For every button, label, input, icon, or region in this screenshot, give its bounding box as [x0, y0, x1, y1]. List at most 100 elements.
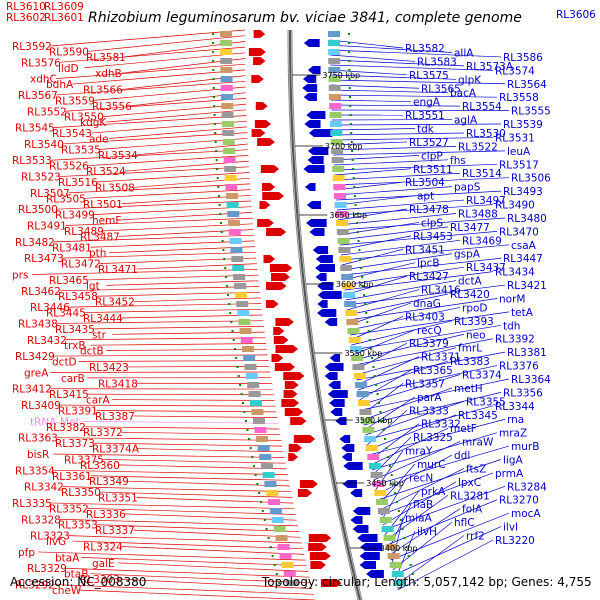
cog-block [330, 130, 343, 136]
gene-label: RL3432 [27, 335, 67, 347]
forward-gene-arrow [259, 201, 271, 209]
marker-dot [379, 411, 382, 413]
gene-label: RL3559 [55, 95, 95, 107]
marker-dot [350, 132, 353, 134]
forward-gene-arrow [257, 138, 275, 146]
leader-line [331, 99, 412, 103]
gene-label: RL3501 [83, 199, 123, 211]
leader-line [331, 104, 461, 107]
marker-dot [214, 132, 217, 134]
cog-block [328, 94, 341, 100]
reverse-gene-arrow [309, 228, 325, 236]
cog-block [281, 562, 294, 568]
cog-block [233, 274, 246, 280]
forward-gene-arrow [271, 273, 290, 281]
gene-label: dnaG [413, 298, 441, 310]
gene-label: RL3365 [413, 365, 453, 377]
leader-line [65, 567, 310, 578]
leader-line [87, 35, 246, 52]
gene-label: RL3573A [466, 61, 514, 73]
gene-label: dctD [52, 357, 77, 369]
leader-line [390, 512, 510, 561]
gene-label: RL3337 [95, 525, 135, 537]
gene-label: RL3550 [64, 112, 104, 124]
marker-dot [376, 393, 379, 395]
marker-dot [357, 240, 360, 242]
gene-label: RL3511 [413, 164, 453, 176]
marker-dot [261, 510, 264, 512]
marker-dot [363, 294, 366, 296]
marker-dot [365, 312, 368, 314]
forward-gene-arrow [281, 399, 300, 407]
gene-label: RL3292 [15, 580, 55, 592]
gene-label: RL3381 [507, 347, 547, 359]
leader-line [397, 539, 494, 591]
forward-gene-arrow [288, 444, 303, 452]
reverse-gene-arrow [341, 453, 352, 461]
marker-dot [216, 177, 219, 179]
gene-label: RL3490 [495, 200, 535, 212]
leader-line [340, 239, 461, 256]
marker-dot [375, 384, 378, 386]
cog-block [273, 526, 286, 532]
cog-block [333, 184, 346, 190]
gene-label: RL3324 [83, 541, 123, 553]
leader-line [136, 143, 248, 156]
marker-dot [236, 366, 239, 368]
forward-gene-arrow [299, 480, 318, 488]
marker-dot [232, 339, 235, 341]
leader-line [369, 423, 420, 461]
gene-label: rna [507, 414, 524, 426]
kbp-ticks: 3750 kbp 3700 kbp 3650 kbp 3600 kbp 3550 kbp… [292, 71, 418, 553]
marker-dot [212, 60, 215, 62]
gene-label: btaB [64, 569, 88, 581]
reverse-gene-arrow [341, 444, 355, 452]
marker-dot [366, 321, 369, 323]
gene-label: leuA [507, 146, 531, 158]
gene-label: RL3477 [450, 222, 490, 234]
leader-line [389, 508, 461, 556]
leader-line [90, 343, 267, 346]
gene-label: dctA [458, 276, 483, 288]
marker-dot [265, 528, 268, 530]
leader-line [106, 109, 247, 123]
gene-label: RL3379 [409, 338, 449, 350]
cog-block [220, 40, 233, 46]
gene-label: prmA [495, 468, 524, 480]
marker-dot [225, 276, 228, 278]
forward-gene-arrow [273, 336, 289, 344]
marker-dot [271, 555, 274, 557]
gene-label: RL3524 [86, 166, 126, 178]
cog-block [331, 148, 344, 154]
leader-line [329, 39, 404, 49]
leader-line [93, 206, 252, 215]
leader-line [336, 190, 502, 201]
gene-label: lldD [58, 63, 79, 75]
leader-line [357, 356, 420, 386]
forward-gene-arrow [288, 453, 299, 461]
marker-dot [362, 285, 365, 287]
forward-gene-arrow [320, 579, 342, 587]
gene-label: rrf2 [466, 531, 485, 543]
gene-label: RL3531 [495, 132, 535, 144]
cog-block [353, 373, 366, 379]
cog-block [329, 103, 342, 109]
cog-block [329, 121, 342, 127]
gene-label: RL3446 [30, 302, 70, 314]
gene-label: RL3427 [409, 271, 449, 283]
cog-block [348, 337, 361, 343]
forward-gene-arrow [255, 102, 268, 110]
gene-label: neo [466, 329, 486, 341]
gene-label: RL3465 [49, 275, 89, 287]
leader-line [354, 338, 494, 366]
cog-block [241, 346, 254, 352]
gene-label: RL3391 [58, 405, 98, 417]
leader-line [345, 275, 408, 296]
reverse-gene-arrow [306, 201, 322, 209]
marker-dot [348, 96, 351, 98]
leader-line [96, 524, 300, 532]
gene-label: RL3506 [511, 173, 551, 185]
marker-dot [399, 519, 402, 521]
gene-label: RL3497 [466, 195, 506, 207]
